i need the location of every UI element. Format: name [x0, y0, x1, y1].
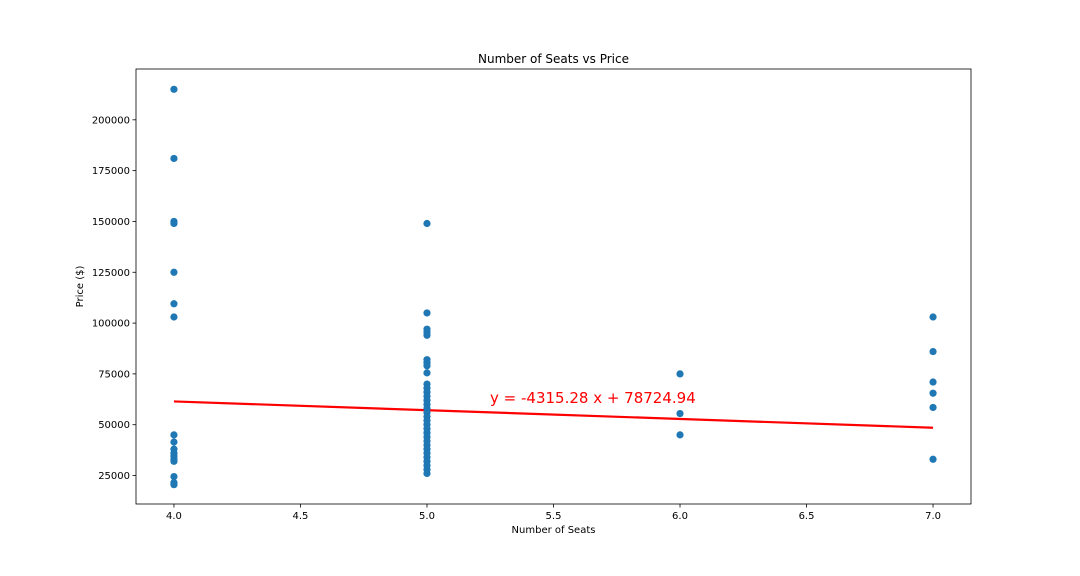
- data-point: [423, 219, 431, 228]
- data-point: [423, 469, 431, 478]
- y-tick-label: 200000: [92, 115, 130, 126]
- data-point: [676, 370, 684, 378]
- data-point: [170, 154, 178, 163]
- y-axis: 25000 50000 75000 100000 125000 150000 175000 2…: [92, 115, 136, 482]
- points-layer: [170, 85, 937, 489]
- data-point: [170, 431, 178, 439]
- x-axis: 4.0 4.5 5.0 5.5 6.0 6.5 7.0: [166, 504, 941, 522]
- y-tick-label: 50000: [98, 420, 130, 431]
- data-point: [423, 369, 431, 377]
- x-tick-label: 4.5: [293, 511, 309, 522]
- regression-layer: [173, 400, 934, 429]
- chart-title: Number of Seats vs Price: [478, 52, 629, 66]
- data-point: [170, 300, 178, 308]
- data-point: [170, 457, 178, 465]
- x-tick-label: 4.0: [166, 511, 182, 522]
- data-point: [929, 455, 937, 463]
- data-point: [676, 409, 684, 418]
- x-tick-label: 5.5: [546, 511, 562, 522]
- y-tick-label: 100000: [92, 319, 130, 330]
- x-tick-label: 5.0: [419, 511, 435, 522]
- data-point: [170, 438, 178, 446]
- data-point: [423, 331, 431, 339]
- y-tick-label: 150000: [92, 217, 130, 228]
- data-point: [423, 362, 431, 370]
- regression-equation-label: y = -4315.28 x + 78724.94: [490, 389, 696, 407]
- x-axis-label: Number of Seats: [512, 525, 596, 536]
- data-point: [929, 378, 937, 386]
- x-tick-label: 7.0: [925, 511, 941, 522]
- y-tick-label: 25000: [98, 471, 130, 482]
- y-tick-label: 75000: [98, 369, 130, 380]
- data-point: [929, 403, 937, 412]
- data-point: [676, 431, 684, 439]
- data-point: [423, 309, 431, 317]
- data-point: [929, 313, 937, 321]
- data-point: [929, 389, 937, 397]
- data-point: [170, 85, 178, 93]
- data-point: [170, 313, 178, 321]
- regression-line: [173, 400, 934, 429]
- x-tick-label: 6.5: [799, 511, 815, 522]
- x-tick-label: 6.0: [672, 511, 688, 522]
- data-point: [170, 481, 178, 489]
- y-tick-label: 175000: [92, 166, 130, 177]
- y-tick-label: 125000: [92, 268, 130, 279]
- data-point: [929, 347, 937, 356]
- data-point: [170, 219, 178, 228]
- data-point: [170, 268, 178, 276]
- y-axis-label: Price ($): [75, 266, 86, 308]
- data-point: [170, 472, 178, 481]
